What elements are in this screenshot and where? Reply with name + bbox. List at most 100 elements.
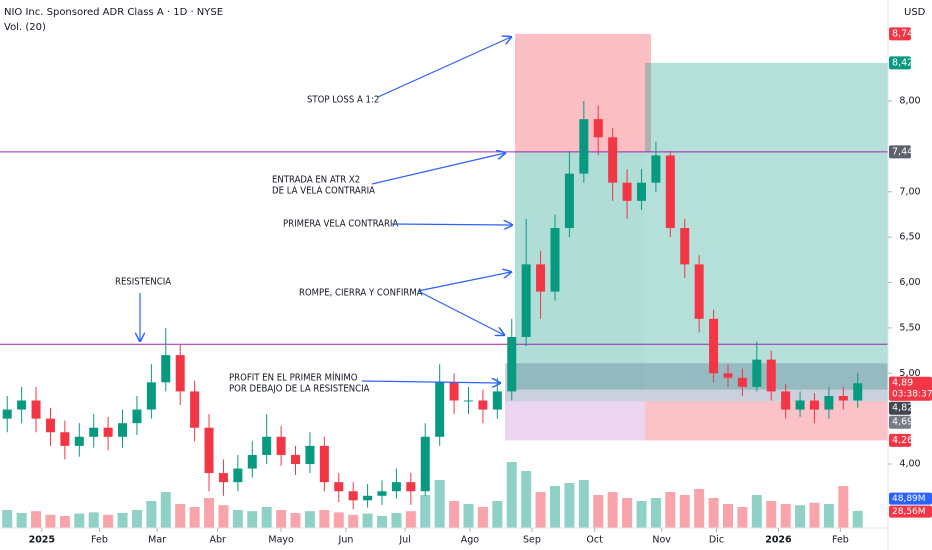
- x-tick-label: Sep: [523, 535, 541, 546]
- volume-tag: [889, 492, 932, 505]
- candle-body: [74, 436, 84, 446]
- candle-body: [694, 264, 704, 319]
- volume-bar: [449, 501, 460, 528]
- volume-bar: [679, 495, 690, 528]
- price-tag-label: 8,42: [892, 57, 913, 68]
- volume-bar: [405, 511, 416, 528]
- volume-bar: [348, 514, 359, 528]
- loss-zone: [645, 401, 888, 441]
- candle-body: [146, 382, 156, 410]
- candle-body: [2, 409, 12, 419]
- candle-body: [824, 395, 834, 410]
- volume-bar: [737, 507, 748, 528]
- volume-bar: [578, 480, 589, 528]
- x-tick-label: Ago: [461, 535, 480, 546]
- price-tag: [889, 415, 911, 429]
- candle-body: [435, 382, 445, 437]
- x-tick-label: Dic: [709, 535, 724, 546]
- y-tick-label: 5,00: [899, 368, 920, 379]
- volume-bar: [31, 511, 42, 528]
- volume-bar: [795, 505, 806, 528]
- candle-body: [247, 454, 257, 469]
- volume-bar: [809, 502, 820, 528]
- volume-bar: [607, 492, 618, 528]
- annotation: DE LA VELA CONTRARIA: [272, 186, 375, 197]
- candle-body: [218, 473, 228, 483]
- volume-bar: [535, 492, 546, 528]
- candle-body: [766, 359, 776, 392]
- candle-body: [334, 482, 344, 492]
- candle-body: [103, 427, 113, 437]
- candle-body: [31, 400, 41, 419]
- candle-body: [89, 427, 99, 437]
- price-tag: [889, 145, 911, 159]
- volume-bar: [276, 510, 287, 528]
- target-zone: [645, 62, 888, 390]
- volume-bar: [823, 504, 834, 528]
- indicator-label: Vol. (20): [4, 22, 46, 33]
- x-tick-label: Abr: [209, 535, 226, 546]
- volume-bar: [665, 492, 676, 528]
- volume-bar: [521, 471, 532, 528]
- candle-body: [45, 418, 55, 433]
- y-tick-label: 5,50: [899, 322, 920, 333]
- y-tick-label: 8,00: [899, 96, 920, 107]
- x-tick-label: Mayo: [268, 535, 294, 546]
- price-tag: [889, 376, 932, 401]
- volume-bar: [622, 498, 633, 528]
- price-tag-label: 7,44: [892, 146, 913, 157]
- candle-body: [622, 182, 632, 201]
- x-tick-label: Nov: [652, 535, 671, 546]
- volume-bar: [189, 507, 200, 528]
- x-tick-label: Jul: [398, 535, 410, 546]
- currency: USD: [904, 7, 926, 18]
- candle-body: [449, 382, 459, 401]
- annotation: ROMPE, CIERRA Y CONFIRMA: [299, 288, 423, 299]
- volume-bar: [477, 507, 488, 528]
- candle-body: [665, 155, 675, 229]
- volume-bar: [780, 504, 791, 528]
- candle-body: [507, 336, 517, 392]
- chart-title: NIO Inc. Sponsored ADR Class A · 1D · NY…: [4, 7, 223, 18]
- plot: [2, 101, 863, 528]
- volume-bar: [492, 501, 503, 528]
- candle-body: [17, 400, 27, 410]
- volume-bar: [131, 510, 142, 528]
- volume-bar: [463, 504, 474, 528]
- arrow: [377, 37, 511, 98]
- volume-bar: [45, 514, 56, 528]
- volume-bar: [852, 510, 863, 528]
- candle-body: [363, 495, 373, 501]
- volume-bar: [304, 511, 315, 528]
- volume-bar: [564, 483, 575, 528]
- candle-body: [752, 359, 762, 387]
- candle-body: [377, 491, 387, 496]
- volume-bar: [2, 510, 13, 528]
- arrow: [371, 153, 505, 185]
- candle-body: [132, 409, 142, 424]
- candle-body: [651, 155, 661, 183]
- candle-body: [406, 482, 416, 492]
- volume-bar: [290, 513, 301, 528]
- candle-body: [118, 423, 128, 437]
- candle-body: [262, 436, 272, 455]
- x-tick-label: 2025: [29, 535, 55, 546]
- candle-body: [564, 173, 574, 229]
- candle-body: [348, 491, 358, 501]
- candle-body: [636, 182, 646, 201]
- candle-body: [853, 383, 863, 401]
- candle-body: [190, 391, 200, 428]
- price-tag: [889, 27, 911, 41]
- candle-body: [276, 436, 286, 455]
- price-tag: [889, 401, 911, 415]
- candle-body: [579, 119, 589, 174]
- price-tag-label: 8,74: [892, 28, 913, 39]
- volume-bar: [146, 501, 157, 528]
- arrow: [417, 272, 511, 292]
- candle-body: [550, 228, 560, 292]
- candle-body: [608, 137, 618, 183]
- volume-bar: [550, 486, 560, 528]
- price-tag-label: 4,89: [892, 378, 913, 389]
